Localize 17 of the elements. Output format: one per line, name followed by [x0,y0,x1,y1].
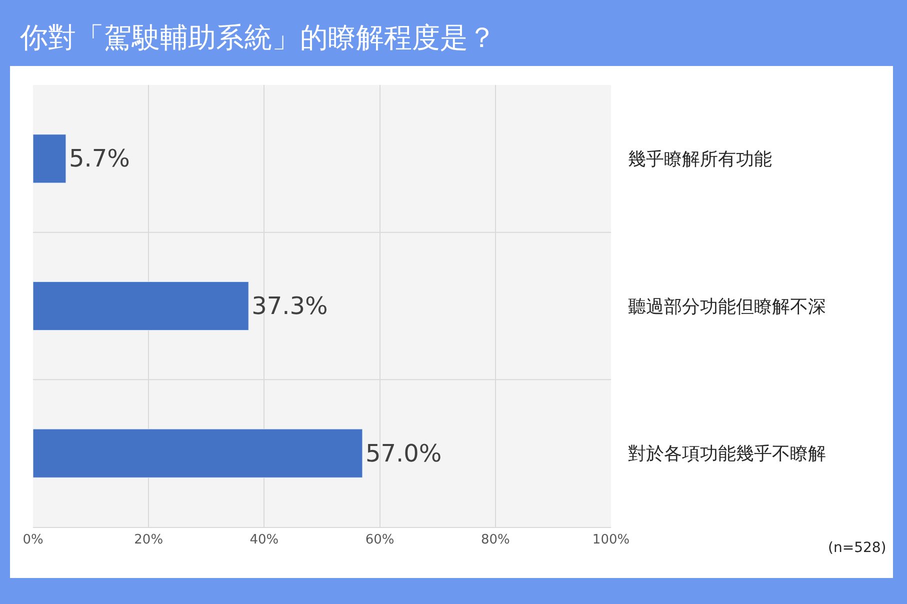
y-tick-label: 聽過部分功能但瞭解不深 [628,296,826,318]
bar [33,134,66,184]
x-tick-label: 20% [134,532,164,548]
data-label: 5.7% [68,144,130,173]
bar [33,428,363,478]
x-tick-label: 100% [592,532,630,548]
y-tick-label: 幾乎瞭解所有功能 [628,148,772,170]
data-label: 37.3% [252,292,328,320]
chart-title: 你對「駕駛輔助系統」的瞭解程度是？ [19,20,496,54]
x-tick-label: 80% [480,532,510,548]
x-tick-label: 60% [365,532,394,548]
text: (n=528) [828,540,886,556]
y-tick-label: 對於各項功能幾乎不瞭解 [628,444,826,465]
data-label: 57.0% [365,439,442,468]
x-tick-label: 0% [22,532,44,548]
x-tick-label: 40% [250,532,279,548]
bar [33,281,249,331]
